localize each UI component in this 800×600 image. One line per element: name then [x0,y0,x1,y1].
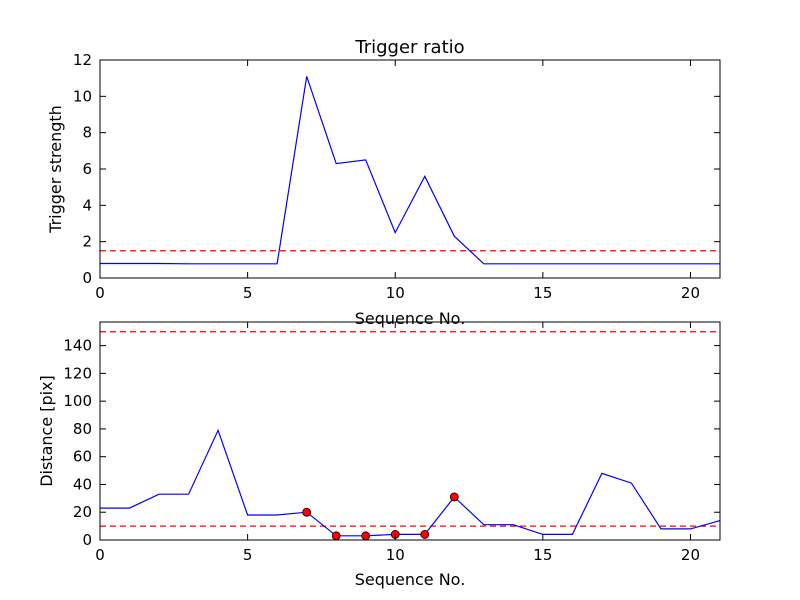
y-tick-label: 12 [73,51,92,69]
data-point-marker [449,492,459,502]
y-tick-label: 60 [73,448,92,466]
y-tick-label: 2 [82,233,92,251]
data-point-marker [302,507,312,517]
data-point-marker [331,531,341,541]
distance-panel: Sequence No. Distance [pix] 0 5 10 15 20 0 20 4… [37,321,721,589]
x-tick-label: 20 [681,546,700,564]
x-tick-label: 5 [243,284,253,302]
y-tick-label: 80 [73,420,92,438]
x-tick-label: 15 [533,284,552,302]
x-tick-label: 0 [95,284,105,302]
data-point-marker [361,531,371,541]
x-tick-label: 0 [95,546,105,564]
plot-frame [99,59,721,279]
data-point-marker [420,530,430,539]
y-tick-label: 140 [63,337,92,355]
trigger-ratio-panel: Trigger ratio Sequence No. Trigger stren… [46,37,721,328]
plot-frame [99,321,721,541]
chart-title: Trigger ratio [354,37,464,58]
x-tick-label: 15 [533,546,552,564]
x-tick-label: 20 [681,284,700,302]
series-line [100,428,721,537]
y-tick-label: 0 [82,269,92,287]
series-line [100,76,720,265]
y-tick-label: 4 [82,196,92,214]
y-tick-label: 20 [73,503,92,521]
y-tick-label: 120 [63,364,92,382]
x-axis-label-top: Sequence No. [355,309,466,328]
x-tick-label: 5 [243,546,253,564]
y-axis-label-bottom: Distance [pix] [37,375,56,487]
y-tick-label: 100 [63,392,92,410]
y-axis-label-top: Trigger strength [46,105,65,234]
y-tick-label: 0 [82,531,92,549]
x-tick-label: 10 [386,284,405,302]
x-tick-label: 10 [386,546,405,564]
y-tick-label: 10 [73,87,92,105]
x-axis-label-bottom: Sequence No. [355,570,466,589]
y-tick-label: 40 [73,475,92,493]
y-tick-label: 6 [82,160,92,178]
y-tick-label: 8 [82,124,92,142]
